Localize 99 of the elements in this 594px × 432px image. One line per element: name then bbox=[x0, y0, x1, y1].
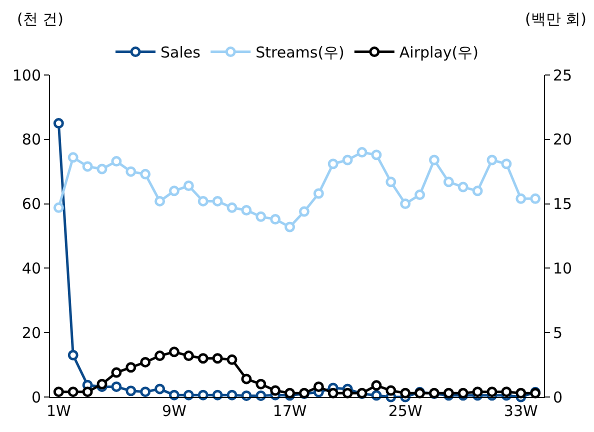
point bbox=[241, 390, 252, 401]
point bbox=[530, 193, 541, 204]
point bbox=[486, 154, 498, 166]
point bbox=[126, 386, 136, 396]
y-tick-label: 0 bbox=[31, 388, 41, 406]
point bbox=[183, 350, 194, 362]
x-tick-label: 17W bbox=[272, 402, 307, 420]
y-tick-label: 40 bbox=[22, 259, 41, 278]
y-axis-title: (천 건) bbox=[17, 10, 64, 28]
point bbox=[111, 367, 122, 378]
point bbox=[298, 206, 310, 217]
point bbox=[226, 354, 238, 365]
point bbox=[126, 362, 136, 373]
point bbox=[154, 384, 166, 394]
point bbox=[400, 198, 411, 210]
point bbox=[68, 350, 78, 360]
point bbox=[82, 161, 93, 172]
legend-label: Sales bbox=[160, 44, 201, 62]
point bbox=[96, 164, 108, 174]
point bbox=[313, 381, 324, 392]
y2-tick-label: 20 bbox=[553, 130, 572, 149]
y2-tick-label: 15 bbox=[553, 195, 572, 214]
point bbox=[241, 374, 252, 384]
point bbox=[212, 196, 223, 206]
point bbox=[53, 386, 64, 398]
legend-label: Streams(우) bbox=[256, 44, 344, 62]
y-tick-label: 20 bbox=[22, 324, 41, 342]
point bbox=[472, 186, 483, 196]
x-tick-label: 1W bbox=[46, 402, 72, 420]
point bbox=[140, 386, 151, 398]
point bbox=[154, 350, 166, 362]
point bbox=[126, 166, 136, 177]
point bbox=[328, 158, 338, 170]
y2-axis-title: (백만 회) bbox=[525, 10, 586, 28]
point bbox=[270, 385, 281, 396]
point bbox=[516, 193, 526, 204]
point bbox=[96, 378, 108, 390]
point bbox=[82, 386, 93, 398]
point bbox=[443, 388, 454, 398]
point bbox=[68, 152, 78, 163]
point bbox=[458, 182, 468, 192]
point bbox=[371, 150, 382, 160]
point bbox=[400, 388, 411, 398]
point bbox=[226, 202, 238, 213]
point bbox=[68, 386, 78, 398]
y2-tick-label: 10 bbox=[553, 259, 572, 278]
point bbox=[168, 186, 180, 196]
y2-tick-label: 5 bbox=[553, 324, 563, 342]
point bbox=[168, 390, 180, 400]
point bbox=[154, 196, 166, 206]
point bbox=[198, 196, 208, 206]
point bbox=[386, 385, 396, 396]
point bbox=[198, 390, 208, 400]
point bbox=[428, 154, 440, 166]
point bbox=[256, 211, 266, 222]
y-tick-label: 80 bbox=[22, 130, 41, 149]
point bbox=[226, 390, 238, 400]
point bbox=[284, 388, 296, 398]
x-tick-label: 25W bbox=[388, 402, 422, 420]
point bbox=[111, 381, 122, 392]
point bbox=[168, 346, 180, 358]
point bbox=[256, 378, 266, 390]
point bbox=[458, 388, 468, 398]
point bbox=[183, 180, 194, 192]
point bbox=[212, 353, 223, 364]
point bbox=[198, 353, 208, 364]
point bbox=[212, 390, 223, 400]
point bbox=[342, 388, 353, 398]
point bbox=[486, 386, 498, 398]
point bbox=[443, 176, 454, 188]
point bbox=[371, 390, 382, 401]
point bbox=[501, 158, 512, 170]
x-tick-label: 33W bbox=[504, 402, 538, 420]
point bbox=[356, 147, 368, 158]
point bbox=[313, 188, 324, 199]
point bbox=[183, 390, 194, 400]
point bbox=[53, 118, 64, 129]
point bbox=[111, 156, 122, 167]
point bbox=[371, 380, 382, 391]
point bbox=[414, 190, 426, 200]
point bbox=[270, 214, 281, 225]
y-tick-label: 100 bbox=[12, 66, 41, 84]
y2-tick-label: 0 bbox=[553, 388, 563, 406]
point bbox=[241, 204, 252, 216]
point bbox=[342, 154, 353, 166]
point bbox=[140, 356, 151, 368]
point bbox=[53, 202, 64, 213]
point bbox=[501, 386, 512, 398]
point bbox=[140, 168, 151, 180]
y-tick-label: 60 bbox=[22, 195, 41, 214]
legend-label: Airplay(우) bbox=[399, 44, 478, 62]
y2-tick-label: 25 bbox=[553, 66, 572, 84]
point bbox=[386, 176, 396, 188]
x-tick-label: 9W bbox=[162, 402, 187, 420]
point bbox=[256, 390, 266, 401]
point bbox=[328, 388, 338, 398]
point bbox=[516, 388, 526, 398]
point bbox=[472, 386, 483, 398]
point bbox=[284, 222, 296, 232]
